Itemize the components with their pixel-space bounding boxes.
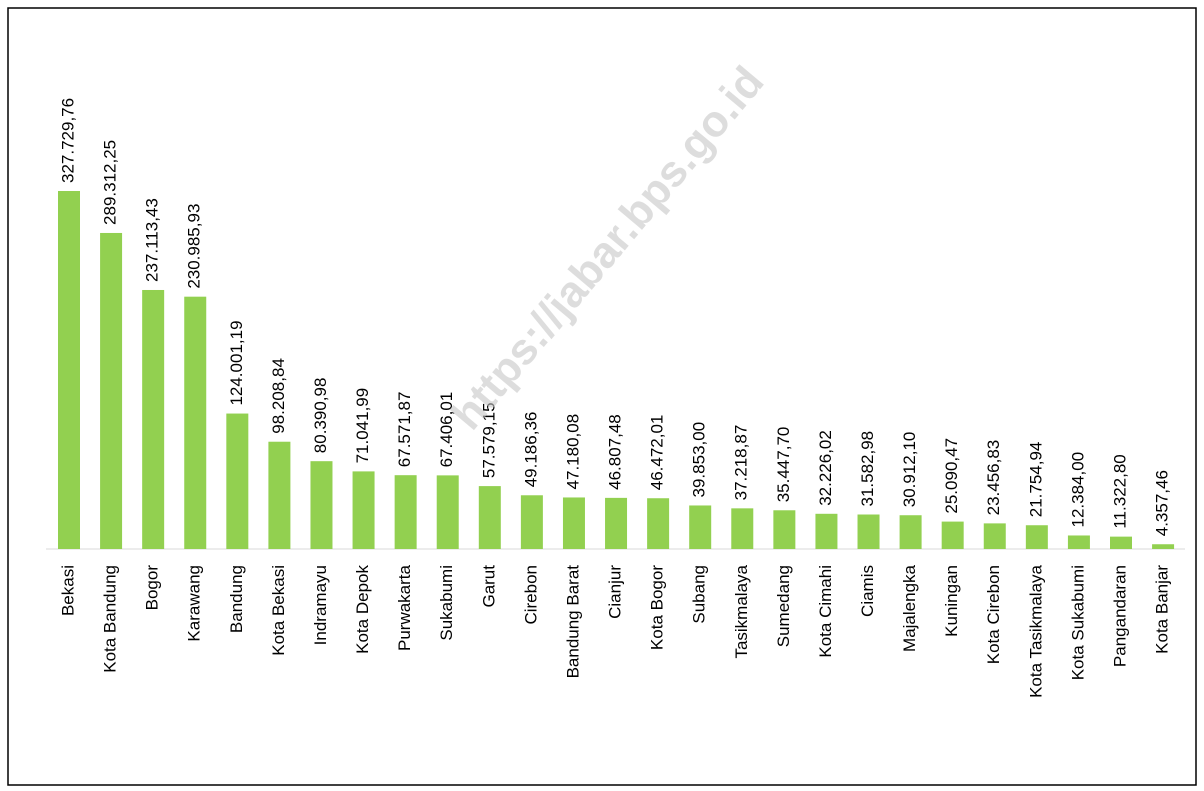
value-label: 49.186,36: [521, 412, 540, 488]
x-tick-label: Garut: [479, 565, 498, 608]
x-tick-label: Subang: [690, 565, 709, 624]
value-label: 35.447,70: [774, 427, 793, 503]
bar: [310, 461, 333, 549]
x-tick-label: Kuningan: [942, 565, 961, 637]
x-tick-label: Kota Bogor: [648, 565, 667, 650]
x-tick-label: Ciamis: [858, 565, 877, 617]
x-tick-label: Karawang: [185, 565, 204, 642]
value-label: 67.406,01: [437, 392, 456, 468]
bar: [100, 232, 123, 549]
value-label: 31.582,98: [858, 431, 877, 507]
value-label: 4.357,46: [1153, 470, 1172, 536]
x-tick-label: Kota Depok: [353, 565, 372, 654]
x-tick-label: Cirebon: [521, 565, 540, 625]
bar: [1067, 535, 1090, 549]
value-label: 289.312,25: [101, 140, 120, 225]
bar: [773, 510, 796, 549]
value-label: 12.384,00: [1068, 452, 1087, 528]
value-label: 21.754,94: [1026, 442, 1045, 518]
bar: [226, 413, 249, 549]
bar: [983, 523, 1006, 549]
x-tick-label: Bandung Barat: [563, 565, 582, 679]
bar: [562, 497, 585, 549]
value-label: 46.807,48: [606, 414, 625, 490]
value-label: 124.001,19: [227, 320, 246, 405]
value-label: 11.322,80: [1110, 454, 1129, 528]
bar: [941, 521, 964, 549]
bar: [352, 471, 375, 549]
value-label: 46.472,01: [648, 415, 667, 491]
bar: [142, 289, 165, 549]
x-tick-label: Kota Cirebon: [984, 565, 1003, 664]
value-label: 23.456,83: [984, 440, 1003, 516]
x-tick-label: Kota Bekasi: [269, 565, 288, 656]
x-tick-label: Tasikmalaya: [732, 564, 751, 658]
value-label: 327.729,76: [58, 98, 77, 183]
bar: [184, 296, 207, 549]
x-tick-label: Kota Banjar: [1153, 565, 1172, 654]
x-tick-label: Sumedang: [774, 565, 793, 647]
value-label: 237.113,43: [143, 198, 162, 282]
value-label: 80.390,98: [311, 378, 330, 454]
value-label: 47.180,08: [563, 414, 582, 490]
bar: [436, 475, 459, 549]
value-label: 98.208,84: [269, 358, 288, 434]
bar: [58, 191, 80, 549]
value-label: 39.853,00: [690, 422, 709, 498]
bar: [857, 514, 880, 549]
value-label: 71.041,99: [353, 388, 372, 464]
value-label: 230.985,93: [185, 204, 204, 289]
bar: [731, 508, 754, 549]
bar: [478, 486, 501, 549]
x-tick-label: Bekasi: [58, 565, 77, 616]
bar: [394, 475, 417, 549]
value-label: 25.090,47: [942, 438, 961, 514]
x-tick-label: Pangandaran: [1110, 565, 1129, 667]
value-label: 37.218,87: [732, 425, 751, 501]
bar: [815, 513, 838, 549]
value-label: 30.912,10: [900, 432, 919, 508]
value-label: 67.571,87: [395, 392, 414, 468]
bar: [899, 515, 922, 549]
x-tick-label: Purwakarta: [395, 564, 414, 651]
bar: [1110, 536, 1132, 549]
bar: [1152, 544, 1175, 549]
x-tick-label: Indramayu: [311, 565, 330, 645]
bar: [520, 495, 543, 549]
x-tick-label: Kota Tasikmalaya: [1026, 564, 1045, 697]
x-tick-label: Cianjur: [606, 565, 625, 619]
x-tick-label: Bandung: [227, 565, 246, 633]
bar: [268, 441, 291, 549]
bar: [1025, 525, 1048, 549]
x-tick-label: Sukabumi: [437, 565, 456, 641]
bar: [647, 498, 670, 549]
x-tick-label: Majalengka: [900, 564, 919, 651]
x-tick-label: Kota Sukabumi: [1068, 565, 1087, 680]
value-label: 32.226,02: [816, 430, 835, 506]
bar: [605, 497, 628, 549]
x-tick-label: Kota Cimahi: [816, 565, 835, 658]
bar: [689, 505, 712, 549]
value-label: 57.579,15: [479, 402, 498, 478]
x-tick-label: Kota Bandung: [101, 565, 120, 673]
x-tick-label: Bogor: [143, 565, 162, 611]
